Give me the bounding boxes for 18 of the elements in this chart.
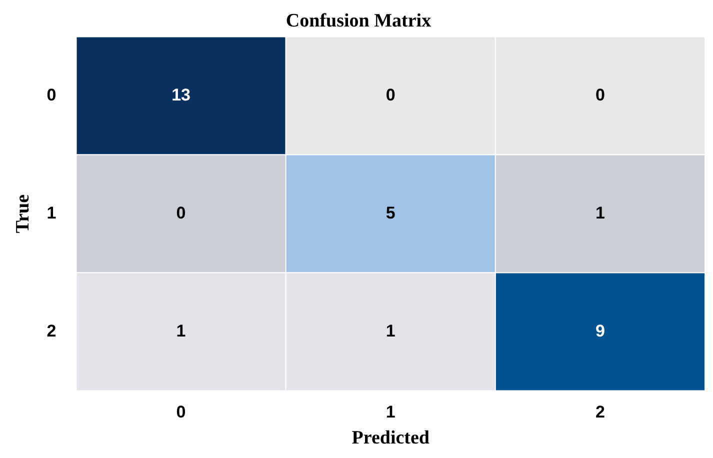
data-label: 9	[595, 321, 605, 340]
data-label: 1	[386, 321, 396, 340]
x-tick-label: 0	[176, 402, 186, 422]
data-label: 0	[595, 85, 605, 104]
data-label: 0	[176, 203, 186, 222]
data-label: 5	[386, 203, 396, 222]
data-label: 13	[172, 85, 191, 104]
data-label: 1	[595, 203, 605, 222]
y-tick-label: 0	[46, 85, 56, 104]
y-tick-label: 2	[46, 321, 56, 340]
x-tick-label: 2	[595, 402, 605, 422]
y-tick-label: 1	[46, 203, 56, 222]
x-tick-label: 1	[386, 402, 396, 422]
x-axis-title: Predicted	[352, 428, 430, 449]
y-axis-title: True	[12, 194, 34, 234]
data-label: 1	[176, 321, 186, 340]
chart-title: Confusion Matrix	[286, 10, 432, 32]
data-label: 0	[386, 85, 396, 104]
